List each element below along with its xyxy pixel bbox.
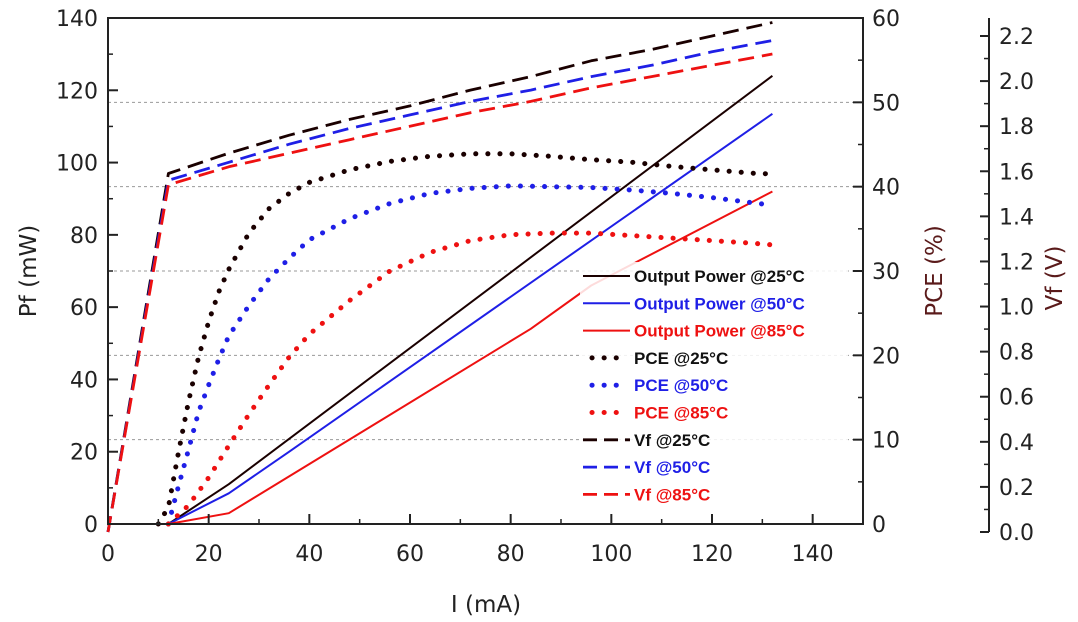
y-tick-label: 120: [56, 79, 98, 104]
y2-tick-label: 60: [872, 7, 900, 32]
legend: Output Power @25°C Output Power @50°C Outp…: [580, 262, 848, 510]
x-tick-label: 120: [691, 542, 733, 567]
y-tick-label: 20: [70, 441, 98, 466]
y2-tick-label: 10: [872, 429, 900, 454]
y3-tick-label: 2.0: [999, 70, 1034, 95]
legend-label: PCE @50°C: [634, 376, 728, 395]
y3-tick-label: 0.6: [999, 386, 1034, 411]
x-tick-label: 40: [295, 542, 323, 567]
series-line: [106, 21, 773, 533]
y2-tick-label: 30: [872, 260, 900, 285]
legend-label: Output Power @25°C: [634, 267, 805, 286]
y3-tick-label: 0.2: [999, 476, 1034, 501]
y2-tick-label: 20: [872, 344, 900, 369]
x-tick-label: 140: [792, 542, 834, 567]
x-tick-label: 0: [101, 542, 115, 567]
legend-label: Output Power @85°C: [634, 322, 805, 341]
legend-label: Vf @85°C: [634, 485, 710, 504]
y-axis-third: 0.0 0.2 0.4 0.6 0.8 1.0 1.2 1.4 1.6 1.8 2.0 2.2: [980, 18, 1034, 546]
y-tick-label: 40: [70, 368, 98, 393]
series-line: [165, 230, 775, 527]
legend-label: Vf @50°C: [634, 458, 710, 477]
y3-tick-label: 0.8: [999, 341, 1034, 366]
y-tick-label: 60: [70, 296, 98, 321]
y3-tick-label: 0.0: [999, 521, 1034, 546]
y-axis-right: 0 10 20 30 40 50 60: [853, 7, 900, 538]
y-tick-label: 80: [70, 224, 98, 249]
y-tick-label: 140: [56, 7, 98, 32]
series-line: [106, 52, 773, 533]
x-tick-label: 80: [497, 542, 525, 567]
y2-tick-label: 0: [872, 513, 886, 538]
legend-label: Vf @25°C: [634, 431, 710, 450]
y3-tick-label: 1.6: [999, 160, 1034, 185]
y3-tick-label: 1.8: [999, 115, 1034, 140]
y-tick-label: 100: [56, 152, 98, 177]
y-axis-left-title: Pf (mW): [16, 225, 42, 317]
series-line: [167, 75, 774, 525]
y3-tick-label: 1.0: [999, 296, 1034, 321]
y3-tick-label: 0.4: [999, 431, 1034, 456]
series-line: [165, 183, 775, 527]
y3-tick-label: 2.2: [999, 25, 1034, 50]
series-line: [106, 39, 773, 533]
legend-label: Output Power @50°C: [634, 294, 805, 313]
x-axis: 0 20 40 60 80 100 120 140: [101, 514, 834, 567]
y-tick-label: 0: [84, 513, 98, 538]
legend-label: PCE @25°C: [634, 349, 728, 368]
y-axis-third-title: Vf (V): [1042, 246, 1068, 311]
legend-label: PCE @85°C: [634, 404, 728, 423]
y-axis-right-title: PCE (%): [922, 225, 948, 317]
series-line: [167, 112, 773, 525]
y2-tick-label: 50: [872, 91, 900, 116]
y3-tick-label: 1.4: [999, 205, 1034, 230]
y-axis-left: 0 20 40 60 80 100 120 140: [56, 7, 118, 538]
y3-tick-label: 1.2: [999, 250, 1034, 275]
y2-tick-label: 40: [872, 176, 900, 201]
x-tick-label: 20: [195, 542, 223, 567]
x-axis-title: I (mA): [451, 592, 521, 618]
x-tick-label: 100: [590, 542, 632, 567]
x-tick-label: 60: [396, 542, 424, 567]
